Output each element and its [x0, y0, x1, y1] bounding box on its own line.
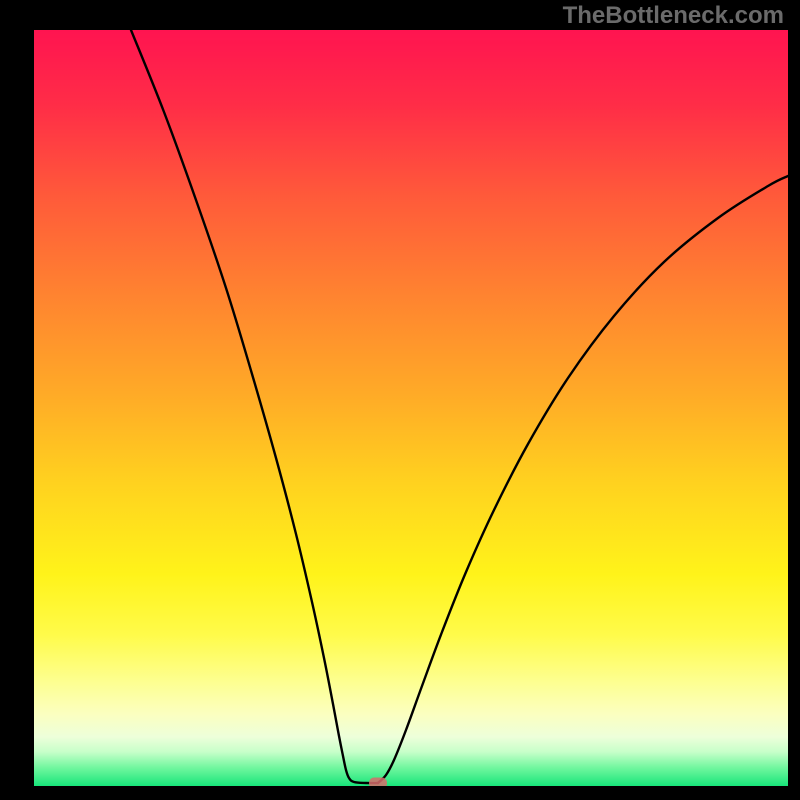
optimal-point-marker	[369, 778, 387, 787]
plot-area	[34, 30, 788, 786]
border-left	[0, 0, 34, 800]
watermark-text: TheBottleneck.com	[563, 2, 784, 30]
bottleneck-curve-svg	[34, 30, 788, 786]
curve-left-branch	[131, 30, 378, 783]
border-right	[788, 0, 800, 800]
chart-frame: TheBottleneck.com	[0, 0, 800, 800]
border-bottom	[0, 786, 800, 800]
curve-right-branch	[378, 176, 788, 783]
